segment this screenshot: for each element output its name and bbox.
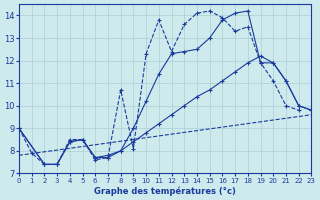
X-axis label: Graphe des températures (°c): Graphe des températures (°c) — [94, 186, 236, 196]
